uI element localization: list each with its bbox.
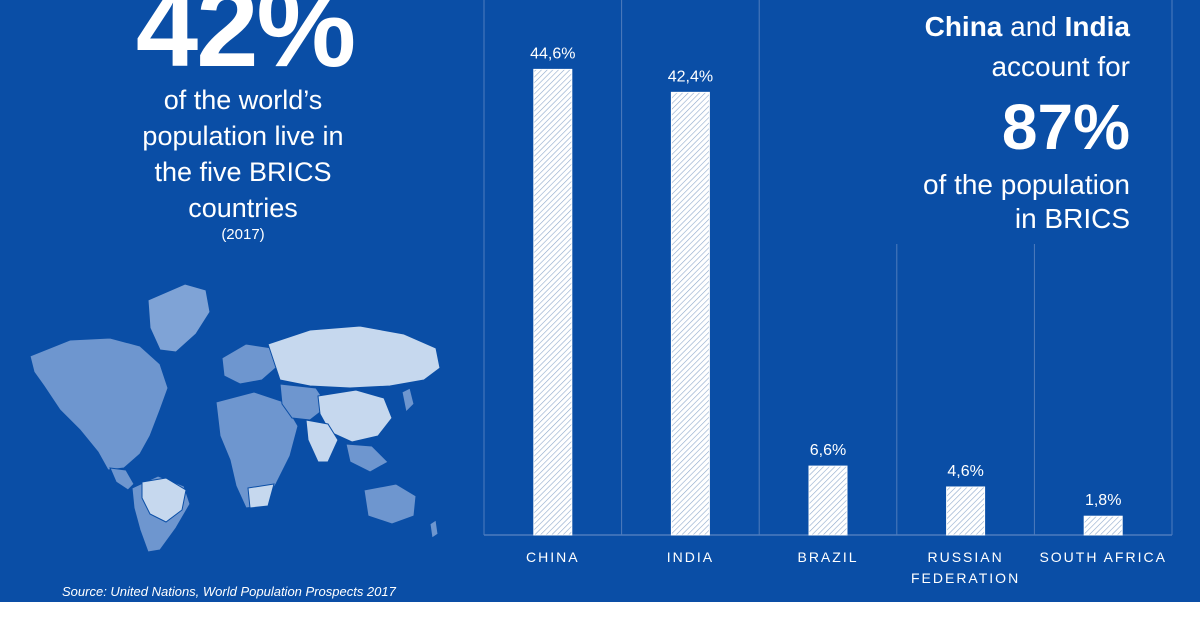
description-line-1: of the world’s bbox=[163, 85, 323, 115]
new-zealand-shape bbox=[429, 519, 439, 539]
north-america-shape bbox=[29, 337, 169, 471]
description-line-2: population live in bbox=[142, 121, 344, 151]
world-map-icon bbox=[29, 283, 441, 553]
infographic-panel: 42% of the world’s population live in th… bbox=[0, 0, 1200, 602]
account-for-label: account for bbox=[991, 51, 1130, 82]
russia-shape bbox=[267, 325, 441, 389]
india-shape bbox=[305, 419, 339, 463]
brazil-shape bbox=[141, 477, 187, 523]
category-label: BRAZIL bbox=[797, 549, 858, 565]
brics-share-stat: 87% bbox=[1001, 91, 1130, 163]
data-label: 44,6% bbox=[530, 45, 575, 62]
and-label: and bbox=[1002, 11, 1065, 42]
japan-shape bbox=[401, 387, 415, 414]
population-label-line-1: of the population bbox=[922, 169, 1130, 200]
bar-south-africa bbox=[1083, 515, 1123, 536]
bar-china bbox=[533, 68, 573, 536]
middle-east-shape bbox=[279, 383, 329, 421]
population-label-line-2: in BRICS bbox=[1014, 203, 1130, 234]
country-china-label: China bbox=[924, 11, 1003, 42]
europe-shape bbox=[221, 343, 279, 385]
category-label: CHINA bbox=[526, 549, 580, 565]
category-label: INDIA bbox=[667, 549, 714, 565]
source-note: Source: United Nations, World Population… bbox=[62, 584, 396, 599]
category-label: RUSSIAN bbox=[927, 549, 1003, 565]
bar-russian-federation bbox=[946, 486, 986, 536]
data-label: 4,6% bbox=[947, 463, 983, 480]
map-continents bbox=[29, 283, 441, 553]
world-share-description: of the world’s population live in the fi… bbox=[100, 82, 386, 226]
data-label: 1,8% bbox=[1085, 492, 1121, 509]
china-shape bbox=[317, 389, 393, 443]
chart-labels: 44,6% CHINA 42,4% INDIA 6,6% BRAZIL 4,6% RUSSIA… bbox=[526, 45, 1166, 586]
brics-population-bar-chart: 44,6% CHINA 42,4% INDIA 6,6% BRAZIL 4,6% RUSSIA… bbox=[483, 0, 1173, 586]
greenland-shape bbox=[147, 283, 211, 353]
australia-shape bbox=[363, 483, 417, 525]
description-line-3: the five BRICS bbox=[154, 157, 332, 187]
bar-india bbox=[670, 91, 710, 536]
chart-bars bbox=[533, 68, 1123, 536]
category-label: SOUTH AFRICA bbox=[1039, 549, 1166, 565]
central-america-shape bbox=[109, 467, 135, 491]
data-label: 42,4% bbox=[668, 68, 713, 85]
description-line-4: countries bbox=[188, 193, 298, 223]
south-africa-shape bbox=[247, 483, 275, 509]
category-label: FEDERATION bbox=[911, 570, 1020, 586]
southeast-asia-shape bbox=[345, 443, 389, 473]
year-label: (2017) bbox=[221, 226, 265, 243]
data-label: 6,6% bbox=[810, 442, 846, 459]
china-india-heading: China and India bbox=[925, 10, 1130, 44]
country-india-label: India bbox=[1064, 11, 1130, 42]
bar-brazil bbox=[808, 465, 848, 536]
world-share-stat: 42% bbox=[135, 0, 356, 90]
